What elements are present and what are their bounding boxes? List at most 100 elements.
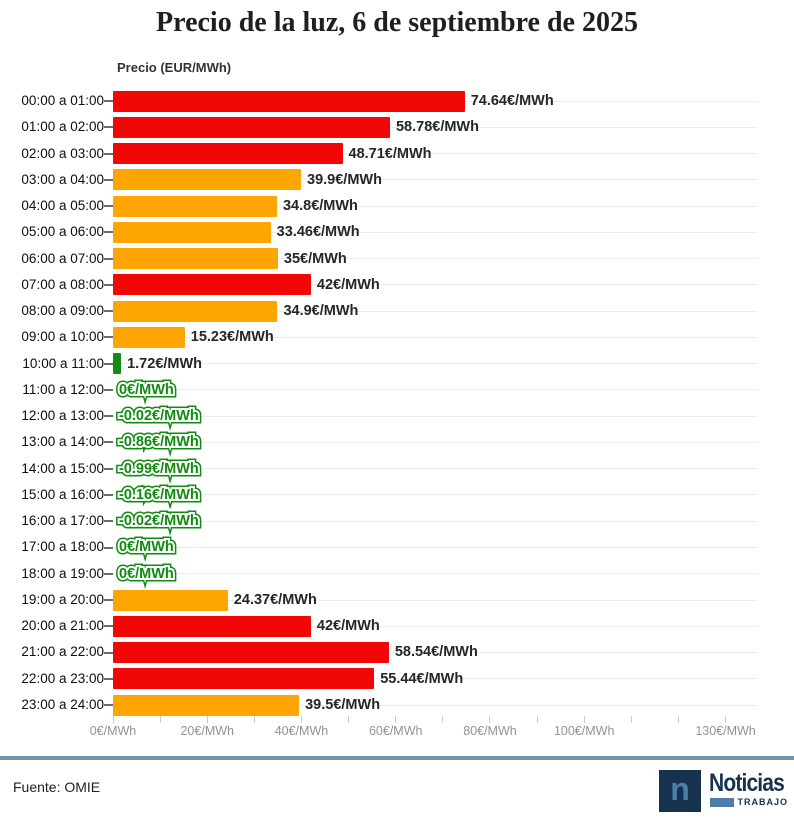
category-tick — [104, 493, 113, 496]
category-tick — [104, 231, 113, 234]
row-gridline — [113, 153, 757, 155]
category-tick — [104, 388, 113, 391]
x-axis-label: 100€/MWh — [553, 724, 615, 738]
price-value-label: 0€/MWh — [119, 561, 174, 588]
price-value-label: 58.54€/MWh — [394, 644, 478, 661]
noticias-trabajo-logo: n Noticias TRABAJO — [659, 768, 789, 814]
time-range-label: 13:00 a 14:00 — [21, 434, 104, 450]
chart-row: 23:00 a 24:00 39.5€/MWh — [0, 692, 794, 718]
category-tick — [104, 467, 113, 470]
x-axis-label: 40€/MWh — [274, 724, 329, 738]
logo-sub-text: TRABAJO — [737, 797, 788, 807]
row-gridline — [113, 231, 757, 233]
price-bar — [113, 642, 389, 664]
chart-row: 16:00 a 17:00 -0.02€/MWh — [0, 508, 794, 535]
category-tick — [104, 441, 113, 444]
row-gridline — [113, 599, 757, 601]
price-value-label: 24.37€/MWh — [233, 591, 317, 608]
price-value-label: 39.5€/MWh — [305, 696, 381, 713]
category-tick — [104, 415, 113, 418]
chart-row: 18:00 a 19:00 0€/MWh — [0, 561, 794, 587]
price-value-label: 35€/MWh — [283, 250, 347, 267]
logo-n-icon: n — [670, 771, 690, 807]
row-gridline — [113, 258, 757, 260]
price-bar — [113, 668, 375, 690]
chart-row: 22:00 a 23:00 55.44€/MWh — [0, 666, 794, 692]
price-bar — [113, 221, 271, 243]
price-value-label: 1.72€/MWh — [127, 355, 203, 372]
row-gridline — [113, 678, 757, 680]
chart-row: 01:00 a 02:00 58.78€/MWh — [0, 114, 794, 140]
category-tick — [104, 677, 113, 680]
category-tick — [104, 310, 113, 313]
price-value-label: 58.78€/MWh — [395, 119, 479, 136]
price-value-label: 48.71€/MWh — [348, 145, 432, 162]
price-value-label: -0.16€/MWh — [119, 482, 199, 509]
footer-separator — [0, 756, 794, 760]
chart-row: 20:00 a 21:00 42€/MWh — [0, 613, 794, 639]
time-range-label: 17:00 a 18:00 — [21, 539, 104, 555]
category-tick — [104, 520, 113, 523]
time-range-label: 09:00 a 10:00 — [21, 329, 104, 345]
chart-row: 08:00 a 09:00 34.9€/MWh — [0, 298, 794, 324]
row-gridline — [113, 573, 757, 575]
x-axis-tick — [725, 716, 727, 723]
x-axis-tick — [536, 716, 538, 723]
row-gridline — [113, 310, 757, 312]
x-axis-tick — [630, 716, 632, 723]
time-range-label: 19:00 a 20:00 — [21, 591, 104, 607]
price-value-label: 33.46€/MWh — [276, 224, 360, 241]
category-tick — [104, 651, 113, 654]
price-value-label: 0€/MWh — [119, 534, 174, 561]
logo-square: n — [659, 770, 701, 812]
category-tick — [104, 546, 113, 549]
x-axis-tick — [395, 716, 397, 723]
price-value-label: 74.64€/MWh — [470, 93, 554, 109]
time-range-label: 03:00 a 04:00 — [21, 171, 104, 187]
time-range-label: 15:00 a 16:00 — [21, 486, 104, 502]
logo-subrow: TRABAJO — [710, 797, 788, 807]
time-range-label: 18:00 a 19:00 — [21, 565, 104, 581]
category-tick — [104, 152, 113, 155]
time-range-label: 08:00 a 09:00 — [21, 303, 104, 319]
price-bar — [113, 589, 228, 611]
x-axis-tick — [206, 716, 208, 723]
row-gridline — [113, 126, 757, 128]
chart-row: 10:00 a 11:00 1.72€/MWh — [0, 351, 794, 377]
row-gridline — [113, 520, 757, 522]
category-tick — [104, 625, 113, 628]
category-tick — [104, 283, 113, 286]
price-bar — [113, 248, 278, 270]
price-value-label: -0.02€/MWh — [119, 508, 199, 535]
row-gridline — [113, 704, 757, 706]
row-gridline — [113, 547, 757, 548]
price-bar — [113, 694, 300, 716]
price-bar — [113, 195, 277, 217]
x-axis-label: 60€/MWh — [368, 724, 423, 738]
chart-title: Precio de la luz, 6 de septiembre de 202… — [156, 7, 638, 38]
row-gridline — [113, 363, 757, 365]
time-range-label: 01:00 a 02:00 — [21, 119, 104, 135]
category-tick — [104, 572, 113, 575]
chart-row: 02:00 a 03:00 48.71€/MWh — [0, 141, 794, 167]
price-value-label: 0€/MWh — [119, 377, 174, 404]
category-tick — [104, 336, 113, 339]
row-gridline — [113, 652, 757, 654]
chart-row: 05:00 a 06:00 33.46€/MWh — [0, 219, 794, 245]
price-bar — [113, 326, 185, 348]
row-gridline — [113, 494, 757, 496]
time-range-label: 14:00 a 15:00 — [21, 460, 104, 476]
price-value-label: 15.23€/MWh — [190, 329, 274, 346]
price-value-label: 42€/MWh — [316, 618, 380, 635]
x-axis-tick — [300, 716, 302, 723]
time-range-label: 06:00 a 07:00 — [21, 250, 104, 266]
chart-row: 11:00 a 12:00 0€/MWh — [0, 377, 794, 403]
chart-row: 21:00 a 22:00 58.54€/MWh — [0, 639, 794, 665]
time-range-label: 11:00 a 12:00 — [22, 381, 104, 397]
price-bar — [113, 300, 278, 322]
price-value-label: -0.86€/MWh — [119, 429, 199, 456]
x-axis-label: 130€/MWh — [695, 724, 756, 738]
x-axis-tick — [677, 716, 679, 723]
time-range-label: 00:00 a 01:00 — [21, 93, 104, 108]
x-axis-tick — [112, 716, 114, 723]
